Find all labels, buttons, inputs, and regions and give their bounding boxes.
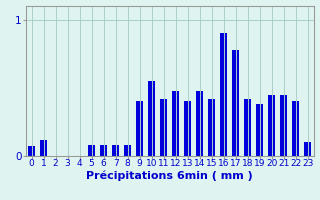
Bar bbox=[148, 81, 155, 156]
Bar bbox=[304, 142, 311, 156]
Bar bbox=[124, 145, 131, 156]
Bar bbox=[256, 104, 263, 156]
Bar bbox=[40, 140, 47, 156]
Bar bbox=[112, 145, 119, 156]
Bar bbox=[220, 33, 227, 156]
Bar bbox=[280, 95, 287, 156]
Bar bbox=[232, 50, 239, 156]
Bar bbox=[208, 99, 215, 156]
Bar bbox=[292, 101, 299, 156]
X-axis label: Précipitations 6min ( mm ): Précipitations 6min ( mm ) bbox=[86, 171, 253, 181]
Bar bbox=[172, 91, 179, 156]
Bar bbox=[268, 95, 275, 156]
Bar bbox=[28, 146, 35, 156]
Bar bbox=[136, 101, 143, 156]
Bar bbox=[184, 101, 191, 156]
Bar bbox=[244, 99, 251, 156]
Bar bbox=[196, 91, 203, 156]
Bar bbox=[160, 99, 167, 156]
Bar bbox=[88, 145, 95, 156]
Bar bbox=[100, 145, 107, 156]
